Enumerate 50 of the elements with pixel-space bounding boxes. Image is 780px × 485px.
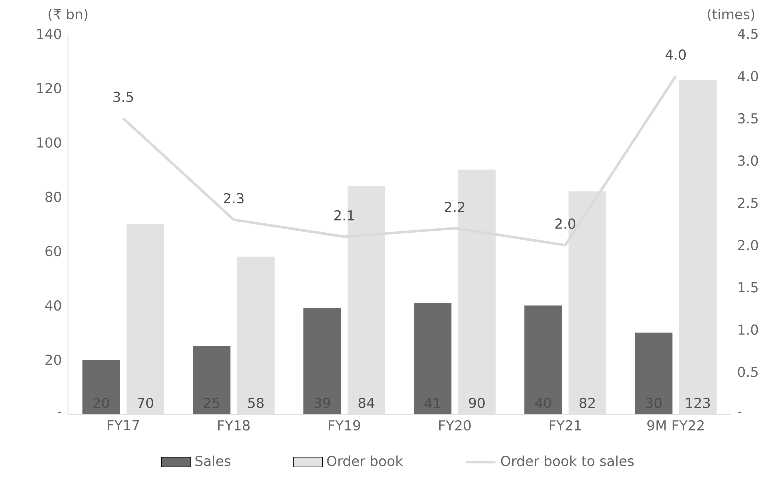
bar: [126, 224, 164, 414]
x-tick-label: 9M FY22: [648, 420, 704, 431]
y2-tick-label: 1.0: [738, 324, 758, 336]
data-label: 2.0: [556, 218, 576, 230]
y2-tick-label: 1.5: [738, 282, 758, 293]
y-tick-label: 60: [46, 246, 62, 257]
y-tick-label: 40: [45, 300, 62, 311]
data-label: 58: [248, 398, 264, 408]
y-tick-label: 140: [38, 28, 62, 40]
y2-tick-label: 4.5: [738, 29, 758, 40]
data-label: 82: [580, 398, 595, 408]
x-tick-label: FY20: [440, 420, 471, 431]
y2-tick-label: 3.0: [738, 156, 758, 166]
legend-label: Order book: [327, 456, 404, 466]
y2-tick-label: -: [738, 412, 742, 414]
data-label: 70: [138, 398, 154, 408]
y2-tick-label: 2.5: [738, 198, 758, 208]
bar: [304, 308, 342, 414]
data-label: 2.2: [445, 202, 465, 212]
y2-tick-label: 2.0: [738, 240, 758, 251]
data-label: 2.1: [334, 210, 354, 221]
bar: [679, 80, 717, 414]
legend-label: Order book to sales: [501, 456, 634, 466]
y-tick-label: 100: [38, 138, 62, 148]
x-tick-label: FY21: [550, 420, 582, 431]
data-label: 2.3: [224, 193, 244, 204]
x-tick-label: FY17: [108, 420, 140, 430]
bar: [524, 306, 562, 414]
legend-label: Sales: [196, 456, 231, 466]
bar: [635, 332, 673, 414]
y-tick-label: -: [58, 412, 62, 414]
bar: [82, 360, 120, 414]
y2-tick-label: 3.5: [738, 113, 758, 124]
bar: [237, 256, 275, 414]
bar: [414, 302, 452, 414]
data-label: 3.5: [114, 92, 134, 102]
y-axis-title: (₹ bn): [48, 8, 88, 22]
y-tick-label: 120: [38, 83, 62, 94]
x-tick-label: FY19: [329, 420, 360, 431]
y2-tick-label: 0.5: [738, 366, 758, 378]
data-label: 84: [358, 398, 375, 408]
bar: [193, 346, 231, 414]
y2-axis-title: (times): [708, 8, 754, 22]
x-tick-label: FY18: [218, 420, 250, 431]
data-label: 123: [686, 398, 710, 408]
y-tick-label: 80: [46, 192, 62, 202]
data-label: 4.0: [666, 50, 686, 60]
data-label: 90: [469, 398, 485, 408]
y-tick-label: 20: [46, 354, 62, 366]
y2-tick-label: 4.0: [738, 71, 758, 82]
